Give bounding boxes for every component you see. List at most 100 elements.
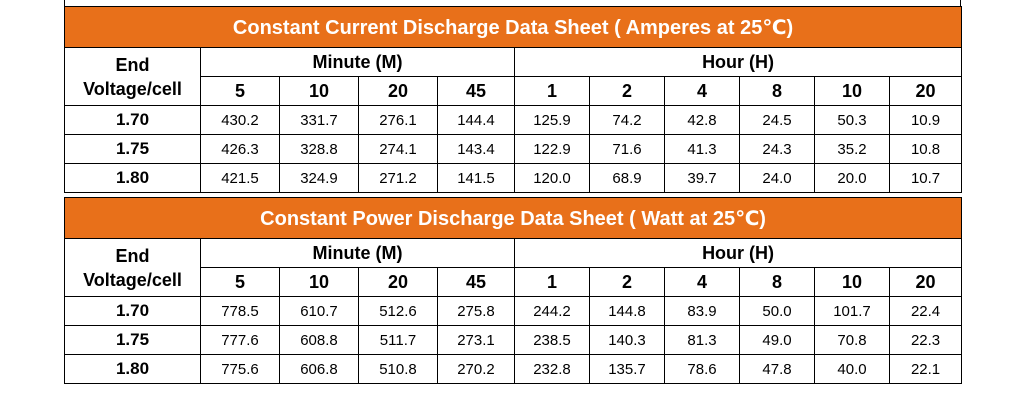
table-cell: 22.3 [888, 325, 963, 355]
power-discharge-table: Constant Power Discharge Data Sheet ( Wa… [63, 197, 963, 384]
group-header-row: End Voltage/cell Minute (M) Hour (H) [64, 47, 963, 106]
hour-group-header: Hour (H) [513, 238, 963, 268]
column-header: 4 [664, 267, 740, 297]
table-cell: 775.6 [200, 354, 280, 384]
row-label: 1.80 [64, 163, 201, 193]
column-header: 2 [589, 267, 665, 297]
table-row: 1.75 777.6 608.8 511.7 273.1 238.5 140.3 81.3 49… [64, 325, 963, 355]
table-cell: 324.9 [279, 163, 359, 193]
table-cell: 10.8 [888, 134, 963, 164]
row-label: 1.70 [64, 296, 201, 326]
table-cell: 238.5 [514, 325, 590, 355]
voltage-cell-label: Voltage/cell [83, 78, 182, 99]
table-cell: 778.5 [200, 296, 280, 326]
title-row: Constant Power Discharge Data Sheet ( Wa… [63, 197, 963, 239]
table-cell: 232.8 [514, 354, 590, 384]
power-title: Constant Power Discharge Data Sheet ( Wa… [63, 197, 963, 239]
column-header: 10 [814, 76, 890, 106]
table-cell: 270.2 [437, 354, 515, 384]
table-cell: 24.0 [739, 163, 815, 193]
table-cell: 135.7 [589, 354, 665, 384]
row-label: 1.75 [64, 134, 201, 164]
table-cell: 421.5 [200, 163, 280, 193]
table-cell: 42.8 [664, 105, 740, 135]
table-cell: 40.0 [814, 354, 890, 384]
column-header: 8 [739, 267, 815, 297]
table-row: 1.70 778.5 610.7 512.6 275.8 244.2 144.8 83.9 50… [64, 296, 963, 326]
table-cell: 22.4 [888, 296, 963, 326]
row-label: 1.80 [64, 354, 201, 384]
table-cell: 35.2 [814, 134, 890, 164]
table-cell: 275.8 [437, 296, 515, 326]
table-row: 1.80 421.5 324.9 271.2 141.5 120.0 68.9 39.7 24.… [64, 163, 963, 193]
table-cell: 276.1 [358, 105, 438, 135]
table-cell: 47.8 [739, 354, 815, 384]
table-cell: 22.1 [888, 354, 963, 384]
end-label: End [115, 245, 150, 266]
title-row: Constant Current Discharge Data Sheet ( … [63, 6, 963, 48]
table-cell: 78.6 [664, 354, 740, 384]
table-cell: 24.5 [739, 105, 815, 135]
group-header-row: End Voltage/cell Minute (M) Hour (H) [64, 238, 963, 297]
table-cell: 120.0 [514, 163, 590, 193]
table-top-edge [64, 0, 961, 6]
column-header: 20 [358, 267, 438, 297]
current-discharge-table: Constant Current Discharge Data Sheet ( … [63, 6, 963, 193]
column-header: 10 [279, 76, 359, 106]
table-cell: 101.7 [814, 296, 890, 326]
row-label: 1.75 [64, 325, 201, 355]
table-cell: 608.8 [279, 325, 359, 355]
current-title: Constant Current Discharge Data Sheet ( … [63, 6, 963, 48]
column-header: 10 [279, 267, 359, 297]
table-cell: 143.4 [437, 134, 515, 164]
end-voltage-header: End Voltage/cell [64, 238, 201, 297]
column-header: 8 [739, 76, 815, 106]
table-row: 1.80 775.6 606.8 510.8 270.2 232.8 135.7 78.6 47… [64, 354, 963, 384]
column-header: 45 [437, 76, 515, 106]
table-cell: 74.2 [589, 105, 665, 135]
table-cell: 430.2 [200, 105, 280, 135]
table-row: 1.75 426.3 328.8 274.1 143.4 122.9 71.6 41.3 24.… [64, 134, 963, 164]
column-header: 20 [888, 76, 963, 106]
column-header-row: 5 10 20 45 1 2 4 8 10 20 [65, 267, 963, 297]
table-cell: 140.3 [589, 325, 665, 355]
table-cell: 83.9 [664, 296, 740, 326]
table-cell: 49.0 [739, 325, 815, 355]
table-cell: 144.8 [589, 296, 665, 326]
table-cell: 273.1 [437, 325, 515, 355]
column-header: 1 [514, 267, 590, 297]
table-cell: 610.7 [279, 296, 359, 326]
table-cell: 426.3 [200, 134, 280, 164]
table-cell: 144.4 [437, 105, 515, 135]
table-cell: 510.8 [358, 354, 438, 384]
table-cell: 331.7 [279, 105, 359, 135]
column-header-row: 5 10 20 45 1 2 4 8 10 20 [65, 76, 963, 106]
table-cell: 511.7 [358, 325, 438, 355]
table-cell: 328.8 [279, 134, 359, 164]
row-label: 1.70 [64, 105, 201, 135]
column-header: 5 [200, 76, 280, 106]
table-cell: 125.9 [514, 105, 590, 135]
table-cell: 39.7 [664, 163, 740, 193]
table-cell: 512.6 [358, 296, 438, 326]
voltage-cell-label: Voltage/cell [83, 269, 182, 290]
table-cell: 606.8 [279, 354, 359, 384]
column-header: 20 [358, 76, 438, 106]
column-header: 1 [514, 76, 590, 106]
end-label: End [115, 54, 150, 75]
column-header: 45 [437, 267, 515, 297]
table-cell: 122.9 [514, 134, 590, 164]
table-cell: 81.3 [664, 325, 740, 355]
column-header: 5 [200, 267, 280, 297]
table-cell: 10.7 [888, 163, 963, 193]
column-header: 20 [888, 267, 963, 297]
minute-group-header: Minute (M) [200, 238, 515, 268]
table-cell: 141.5 [437, 163, 515, 193]
table-cell: 68.9 [589, 163, 665, 193]
table-cell: 71.6 [589, 134, 665, 164]
table-cell: 50.0 [739, 296, 815, 326]
end-voltage-header: End Voltage/cell [64, 47, 201, 106]
table-cell: 41.3 [664, 134, 740, 164]
table-cell: 274.1 [358, 134, 438, 164]
table-cell: 271.2 [358, 163, 438, 193]
